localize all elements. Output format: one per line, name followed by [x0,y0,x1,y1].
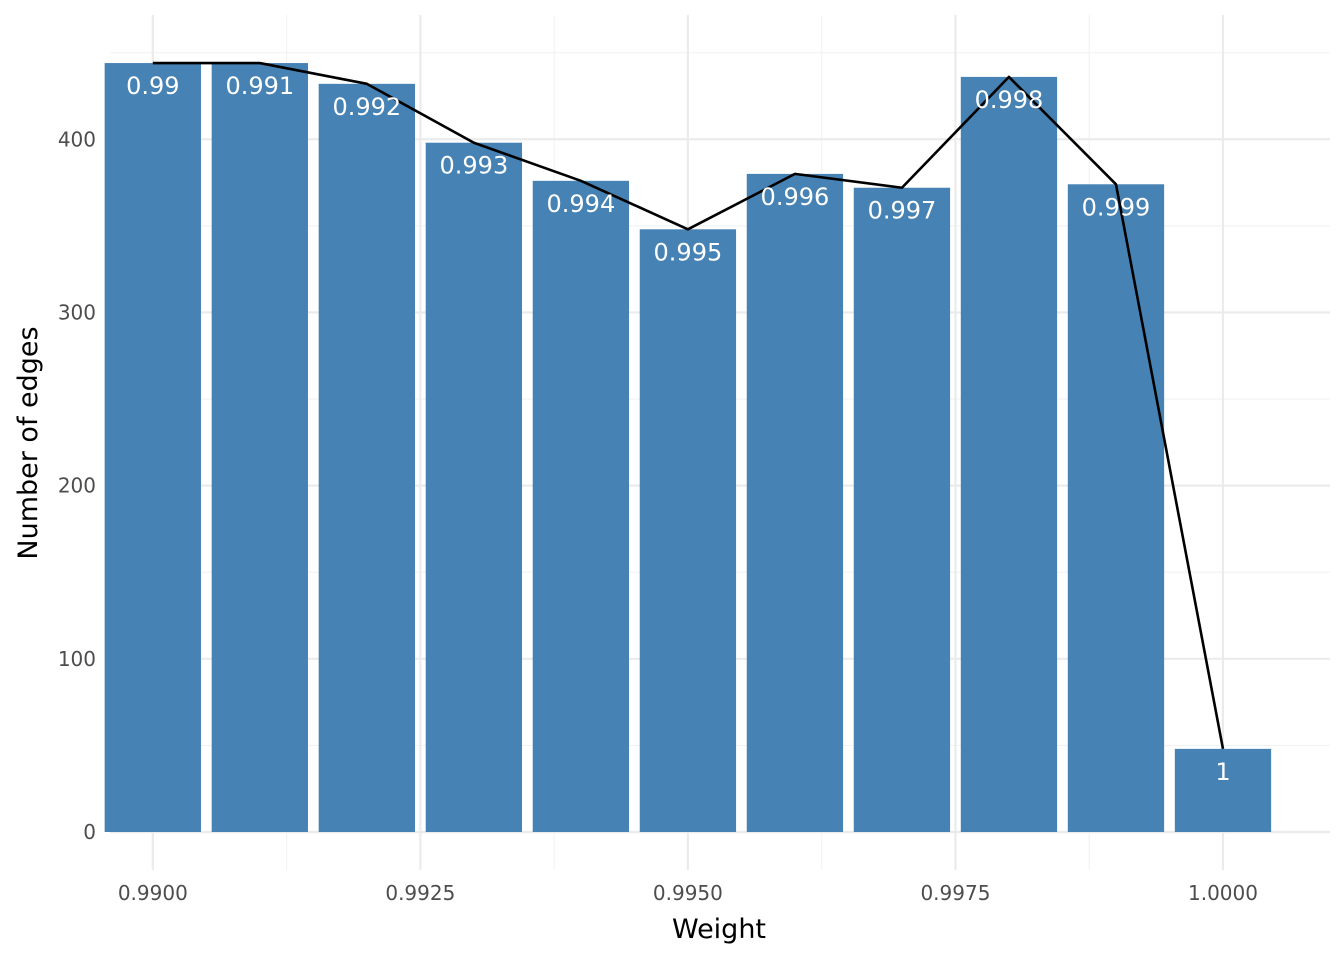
trend-line-layer [152,61,1225,750]
x-tick-label: 0.9950 [653,881,723,905]
y-tick-label: 200 [58,474,96,498]
bar [1067,184,1165,832]
bar [1174,748,1272,832]
x-tick-label: 0.9975 [920,881,990,905]
bar [960,76,1058,832]
y-tick-label: 0 [83,820,96,844]
bar-label: 0.99 [126,72,179,100]
bar-label: 0.997 [868,197,937,225]
bar [211,63,308,833]
x-tick-label: 1.0000 [1188,881,1258,905]
x-axis-tick-labels: 0.9900 0.9925 0.9950 0.9975 1.0000 [118,881,1258,905]
bar-label: 0.999 [1082,193,1151,221]
bars [104,63,1272,833]
bar-label: 0.998 [975,86,1044,114]
y-tick-label: 400 [58,127,96,151]
bar-label: 0.995 [654,238,723,266]
bar [639,229,737,833]
bar [425,142,523,832]
bar-label: 0.994 [547,190,616,218]
bar-label: 0.991 [225,72,294,100]
bar [532,180,630,833]
y-axis-tick-labels: 0 100 200 300 400 [58,127,96,844]
bar-value-labels: 0.99 0.991 0.992 0.993 0.994 0.995 0.996 0.997 0… [126,72,1231,786]
y-tick-label: 300 [58,300,96,324]
x-tick-label: 0.9925 [385,881,455,905]
bar-label: 0.992 [332,93,401,121]
bar [318,83,415,833]
trend-line [152,61,1225,750]
bar [853,187,951,832]
y-axis-title: Number of edges [13,326,44,559]
bar-label: 1 [1215,758,1230,786]
x-tick-label: 0.9900 [118,881,188,905]
bar [104,63,201,833]
x-axis-title: Weight [672,914,766,945]
bar-label: 0.993 [440,152,509,180]
bar [746,173,844,832]
bar-label: 0.996 [761,183,830,211]
y-tick-label: 100 [58,647,96,671]
